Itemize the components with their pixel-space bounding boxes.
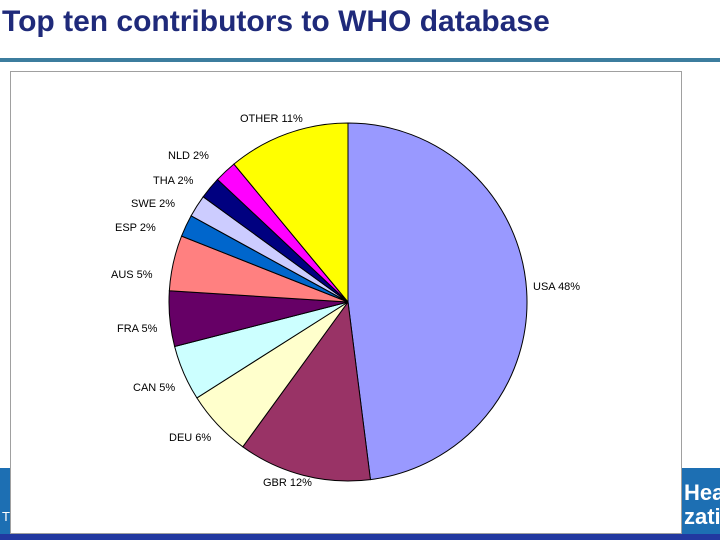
- bottom-strip: [0, 534, 720, 540]
- slice-label-fra: FRA 5%: [117, 323, 158, 335]
- slice-label-swe: SWE 2%: [131, 198, 175, 210]
- pie-slice-other: [233, 122, 349, 304]
- chart-area: USA 48% GBR 12% DEU 6% CAN 5% FRA 5% AUS 5% ES…: [10, 71, 682, 534]
- title-divider: [0, 58, 720, 62]
- pie-slice-usa: [347, 122, 528, 481]
- slice-label-other: OTHER 11%: [240, 113, 303, 125]
- logo-text-line1: Hea: [684, 482, 720, 504]
- slice-label-can: CAN 5%: [133, 382, 175, 394]
- pie-slice-gbr: [242, 300, 371, 482]
- pie-chart: USA 48% GBR 12% DEU 6% CAN 5% FRA 5% AUS 5% ES…: [111, 113, 580, 489]
- logo-text-line2: zati: [684, 506, 720, 528]
- slice-label-esp: ESP 2%: [115, 222, 156, 234]
- slice-label-deu: DEU 6%: [169, 432, 211, 444]
- slide-title: Top ten contributors to WHO database: [2, 5, 550, 38]
- slice-label-aus: AUS 5%: [111, 269, 153, 281]
- slice-label-nld: NLD 2%: [168, 150, 209, 162]
- slice-label-gbr: GBR 12%: [263, 477, 312, 489]
- slice-label-usa: USA 48%: [533, 281, 580, 293]
- slice-label-tha: THA 2%: [153, 175, 194, 187]
- footer-left-text: T: [2, 509, 10, 524]
